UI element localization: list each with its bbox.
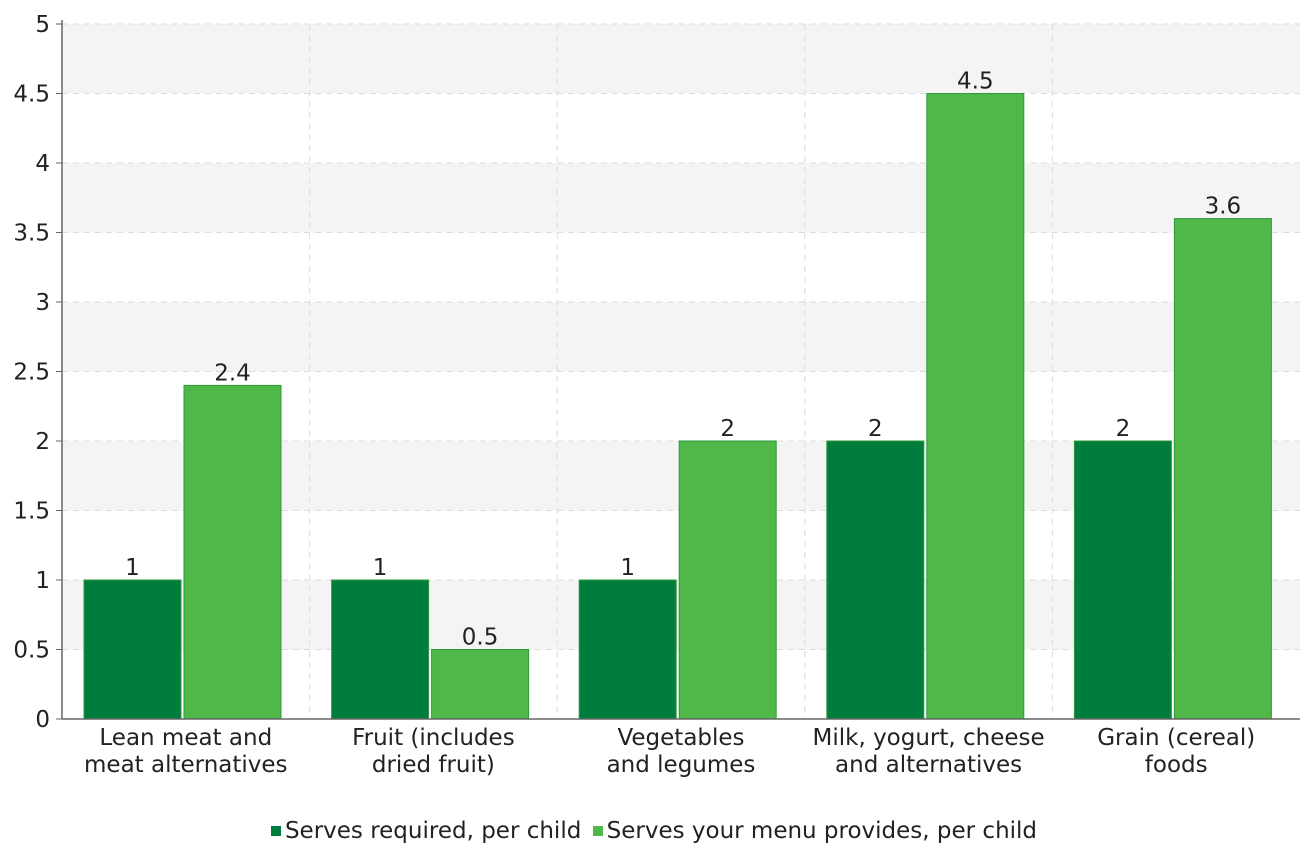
data-label: 2 [1116,416,1131,442]
legend-label-required: Serves required, per child [284,818,582,844]
x-category-label: Fruit (includes dried fruit) [352,725,515,778]
y-tick-label: 4.5 [13,82,50,108]
data-label: 2.4 [214,360,251,386]
legend-label-provided: Serves your menu provides, per child [606,818,1038,844]
bar-required [826,440,925,720]
y-tick-label: 3 [35,290,50,316]
bar-provided [926,93,1025,720]
legend-swatch-required [270,826,281,836]
y-tick-label: 5 [35,12,50,38]
data-label: 2 [868,416,883,442]
legend: Serves required, per child Serves your m… [0,818,1308,844]
x-category-label-line: meat alternatives [84,752,288,778]
x-category-label: Vegetables and legumes [607,725,756,778]
data-label: 0.5 [462,625,499,651]
x-category-label-line: Lean meat and [99,725,272,751]
y-tick-label: 2.5 [13,360,50,386]
data-label: 1 [125,555,140,581]
bar-provided [431,649,530,720]
legend-swatch-provided [592,826,603,836]
x-category-label: Grain (cereal) foods [1097,725,1255,778]
bar-provided [183,384,282,720]
legend-item-required: Serves required, per child [270,818,582,844]
bar-provided [678,440,777,720]
grid-band [62,302,1300,372]
data-label: 1 [620,555,635,581]
y-tick-label: 3.5 [13,221,50,247]
x-category-label-line: Vegetables [617,725,744,751]
data-label: 4.5 [957,69,994,95]
bar-required [578,579,677,720]
data-label: 3.6 [1205,194,1242,220]
grid-band [62,24,1300,94]
data-label: 1 [373,555,388,581]
y-tick-label: 0 [35,707,50,733]
x-category-label-line: foods [1145,752,1208,778]
x-category-label-line: Fruit (includes [352,725,515,751]
bar-provided [1173,218,1272,720]
bar-required [83,579,182,720]
x-category-label: Milk, yogurt, cheese and alternatives [813,725,1045,778]
x-category-label: Lean meat and meat alternatives [84,725,288,778]
legend-item-provided: Serves your menu provides, per child [592,818,1038,844]
bar-required [331,579,430,720]
x-category-label-line: dried fruit) [372,752,495,778]
data-label: 2 [720,416,735,442]
x-category-label-line: and alternatives [835,752,1022,778]
y-tick-label: 1 [35,568,50,594]
y-tick-label: 4 [35,151,50,177]
x-category-label-line: and legumes [607,752,756,778]
grid-band [62,163,1300,233]
x-category-label-line: Milk, yogurt, cheese [813,725,1045,751]
y-tick-label: 0.5 [13,638,50,664]
x-category-label-line: Grain (cereal) [1097,725,1255,751]
y-tick-label: 2 [35,429,50,455]
y-tick-label: 1.5 [13,499,50,525]
bar-required [1073,440,1172,720]
